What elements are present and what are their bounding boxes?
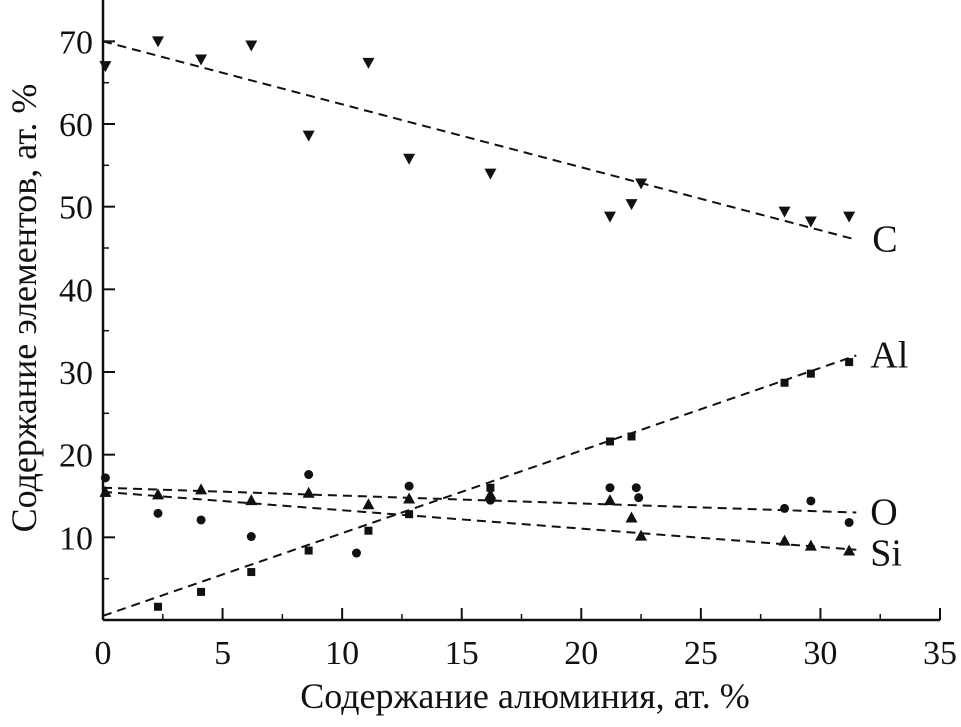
point-si <box>99 485 112 497</box>
series-label-o: O <box>870 492 897 534</box>
series-label-al: Al <box>870 334 908 376</box>
point-o <box>196 515 206 525</box>
point-c <box>484 168 497 180</box>
y-tick-label-70: 70 <box>59 24 93 61</box>
point-o <box>153 508 163 518</box>
point-al <box>304 546 313 555</box>
y-tick-label-60: 60 <box>59 107 93 144</box>
series-labels: C Al OSi <box>870 219 908 575</box>
x-tick-label-25: 25 <box>684 635 718 672</box>
x-axis-title: Содержание алюминия, ат. % <box>300 676 750 716</box>
point-si <box>195 483 208 495</box>
point-si <box>625 511 638 523</box>
point-al <box>605 437 614 446</box>
series-label-si: Si <box>870 533 902 575</box>
point-si <box>843 544 856 556</box>
point-c <box>804 216 817 228</box>
point-al <box>806 369 815 378</box>
point-o <box>351 548 361 558</box>
point-al <box>780 378 789 387</box>
point-o <box>806 496 816 506</box>
x-tick-label-15: 15 <box>445 635 479 672</box>
point-si <box>778 534 791 546</box>
point-al <box>364 526 373 535</box>
point-c <box>99 61 112 73</box>
trend-line-si <box>102 490 857 551</box>
point-si <box>804 539 817 551</box>
point-c <box>625 199 638 211</box>
point-al <box>247 568 256 577</box>
point-c <box>778 206 791 218</box>
point-c <box>245 40 258 52</box>
x-tick-label-5: 5 <box>214 635 231 672</box>
point-c <box>152 36 165 48</box>
axes: 0 5 10 15 20 25 30 35 10 20 30 40 50 60 70 <box>59 0 957 672</box>
data-points <box>99 36 856 611</box>
point-si <box>152 488 165 500</box>
x-tick-label-10: 10 <box>325 635 359 672</box>
point-c <box>403 153 416 165</box>
x-tick-label-35: 35 <box>923 635 957 672</box>
point-si <box>245 494 258 506</box>
trend-lines <box>102 40 857 617</box>
point-si <box>362 498 375 510</box>
point-o <box>780 503 790 513</box>
point-o <box>100 473 110 483</box>
point-o <box>634 493 644 503</box>
point-o <box>246 532 256 542</box>
point-al <box>627 432 636 441</box>
trend-line-al <box>102 354 857 617</box>
point-si <box>635 529 648 541</box>
y-axis-title: Содержание элементов, ат. % <box>4 84 44 533</box>
y-tick-label-30: 30 <box>59 355 93 392</box>
point-si <box>302 486 315 498</box>
point-o <box>304 470 314 480</box>
x-tick-label-30: 30 <box>803 635 837 672</box>
point-c <box>843 211 856 223</box>
point-o <box>844 517 854 527</box>
point-o <box>631 483 641 493</box>
point-si <box>484 488 497 500</box>
point-al <box>486 483 495 492</box>
point-o <box>605 483 615 493</box>
series-label-c: C <box>872 219 897 261</box>
point-si <box>603 494 616 506</box>
y-tick-label-20: 20 <box>59 438 93 475</box>
x-tick-label-0: 0 <box>95 635 112 672</box>
point-al <box>845 358 854 367</box>
y-tick-label-50: 50 <box>59 190 93 227</box>
point-c <box>603 211 616 223</box>
point-al <box>154 602 163 611</box>
y-tick-label-40: 40 <box>59 272 93 309</box>
point-c <box>635 178 648 190</box>
point-c <box>302 130 315 142</box>
y-tick-label-10: 10 <box>59 520 93 557</box>
point-si <box>403 492 416 504</box>
point-al <box>405 510 414 519</box>
x-tick-label-20: 20 <box>564 635 598 672</box>
point-al <box>197 587 206 596</box>
trend-line-o <box>102 486 857 514</box>
trend-line-c <box>102 40 857 241</box>
point-o <box>404 481 414 491</box>
point-c <box>195 54 208 66</box>
point-c <box>362 57 375 69</box>
